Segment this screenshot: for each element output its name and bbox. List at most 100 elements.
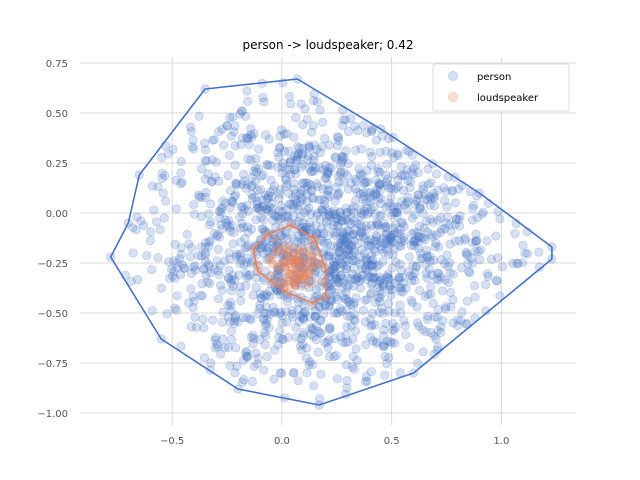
data-point (318, 229, 329, 239)
data-point (315, 329, 325, 339)
data-point (388, 318, 398, 329)
data-point (296, 333, 306, 344)
data-point (385, 236, 395, 246)
data-point (199, 264, 209, 274)
data-point (355, 228, 366, 238)
data-point (382, 174, 392, 184)
data-point (350, 145, 361, 155)
data-point (297, 235, 307, 245)
data-point (317, 204, 327, 214)
data-point (398, 170, 408, 180)
data-point (265, 187, 275, 197)
data-point (423, 164, 433, 174)
data-point (381, 177, 392, 187)
data-point (355, 231, 365, 241)
data-point (376, 194, 386, 204)
data-point (366, 160, 377, 170)
data-point (324, 209, 334, 219)
data-point (483, 269, 493, 279)
data-point (253, 353, 263, 363)
data-point (310, 266, 321, 276)
data-point (331, 213, 341, 224)
data-point (231, 343, 241, 353)
data-point (520, 248, 530, 258)
data-point (302, 246, 312, 256)
data-point (278, 249, 288, 259)
data-point (255, 289, 265, 299)
data-point (164, 257, 174, 267)
data-point (313, 182, 323, 192)
data-point (280, 241, 290, 251)
data-point (418, 208, 428, 218)
data-point (445, 258, 455, 268)
data-point (322, 222, 332, 232)
data-point (477, 209, 487, 219)
data-point (274, 206, 284, 216)
data-point (273, 211, 283, 221)
data-point (310, 163, 320, 173)
data-point (253, 240, 264, 250)
data-point (379, 325, 389, 335)
data-point (336, 238, 346, 248)
data-point (331, 291, 341, 301)
data-point (330, 153, 340, 163)
data-point (387, 237, 397, 247)
data-point (307, 301, 317, 311)
data-point (252, 200, 262, 210)
data-point (149, 205, 159, 215)
data-point (322, 205, 332, 215)
data-point (274, 143, 285, 153)
data-point (412, 302, 422, 312)
data-point (340, 293, 350, 304)
data-point (279, 279, 289, 289)
data-point (418, 233, 428, 243)
data-point (284, 188, 294, 198)
data-point (371, 221, 381, 231)
data-point (274, 193, 284, 203)
data-point (294, 256, 304, 266)
data-point (229, 127, 239, 137)
data-point (362, 203, 372, 213)
data-point (332, 182, 342, 192)
data-point (338, 115, 349, 125)
data-point (249, 129, 259, 139)
data-point (346, 212, 356, 222)
data-point (365, 193, 375, 203)
data-point (212, 256, 222, 266)
data-point (368, 336, 378, 346)
data-point (214, 206, 224, 216)
data-point (169, 256, 179, 266)
data-point (299, 268, 309, 278)
data-point (495, 291, 505, 301)
data-point (434, 275, 444, 285)
data-point (410, 275, 420, 286)
data-point (355, 219, 365, 229)
data-point (201, 238, 211, 248)
data-point (247, 132, 257, 142)
data-point (324, 211, 334, 221)
data-point (399, 315, 409, 326)
scatter-points (106, 74, 557, 410)
data-point (324, 251, 334, 261)
data-point (203, 169, 213, 179)
data-point (136, 216, 146, 226)
data-point (382, 336, 392, 346)
data-point (339, 177, 349, 187)
data-point (315, 234, 326, 244)
data-point (409, 238, 420, 248)
data-point (353, 272, 363, 283)
data-point (310, 252, 321, 262)
data-point (251, 273, 261, 283)
data-point (283, 146, 294, 156)
data-point (292, 256, 303, 266)
data-point (326, 284, 336, 294)
data-point (412, 358, 423, 368)
data-point (215, 213, 225, 223)
data-point (367, 260, 377, 271)
x-axis: −0.5 0.0 0.5 1.0 (160, 436, 509, 447)
data-point (356, 222, 367, 232)
data-point (274, 242, 284, 252)
data-point (312, 179, 322, 189)
data-point (313, 260, 323, 270)
data-point (386, 232, 396, 242)
